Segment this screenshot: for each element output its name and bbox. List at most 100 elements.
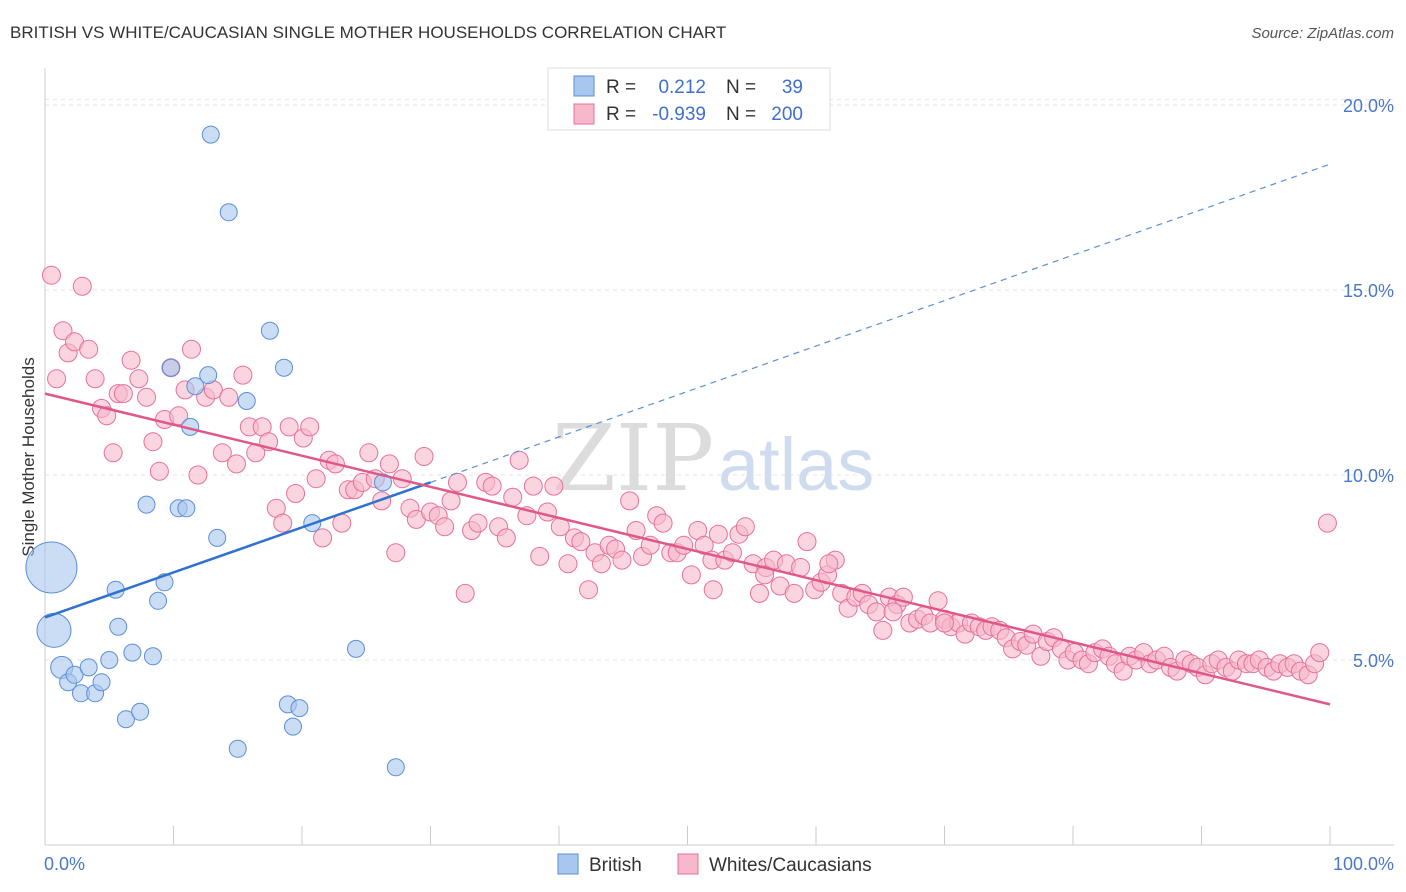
data-point bbox=[233, 365, 253, 385]
data-point bbox=[708, 524, 728, 544]
data-point bbox=[36, 612, 72, 648]
data-point bbox=[226, 454, 246, 474]
legend-n-value-british: 39 bbox=[782, 77, 803, 98]
data-point bbox=[137, 495, 156, 514]
data-point bbox=[313, 528, 333, 548]
data-point bbox=[722, 543, 742, 563]
data-point bbox=[386, 543, 406, 563]
trend-british-extrapolated bbox=[430, 163, 1331, 483]
data-point bbox=[359, 443, 379, 463]
data-point bbox=[149, 591, 168, 610]
data-point bbox=[79, 339, 99, 359]
data-point bbox=[866, 602, 886, 622]
data-point bbox=[681, 565, 701, 585]
y-tick-label: 5.0% bbox=[1353, 651, 1394, 671]
data-point bbox=[100, 651, 119, 669]
data-point bbox=[188, 465, 208, 485]
data-point bbox=[260, 321, 279, 340]
data-point bbox=[149, 461, 169, 481]
stats-legend: R = 0.212 N = 39 R = -0.939 N = 200 bbox=[547, 67, 831, 131]
data-point bbox=[373, 473, 392, 492]
data-point bbox=[116, 710, 135, 729]
data-point bbox=[53, 321, 73, 341]
data-point bbox=[620, 491, 640, 511]
data-point bbox=[177, 499, 196, 518]
data-point bbox=[131, 702, 150, 721]
data-point bbox=[121, 350, 141, 370]
data-point bbox=[275, 358, 294, 377]
data-point bbox=[103, 443, 123, 463]
legend-n-value-whites: 200 bbox=[771, 104, 803, 125]
data-point bbox=[703, 580, 723, 600]
data-point bbox=[109, 617, 128, 636]
data-point bbox=[137, 387, 157, 407]
y-tick-label: 15.0% bbox=[1343, 281, 1394, 301]
chart-source: Source: ZipAtlas.com bbox=[1251, 25, 1394, 42]
bottom-legend-swatch-whites bbox=[677, 853, 699, 875]
data-point bbox=[286, 484, 306, 503]
data-point bbox=[129, 369, 149, 389]
x-ticks bbox=[173, 826, 1331, 845]
data-point bbox=[530, 546, 550, 566]
data-point bbox=[181, 339, 201, 359]
data-point bbox=[509, 450, 529, 470]
data-point bbox=[113, 384, 133, 404]
data-point bbox=[41, 265, 61, 285]
bottom-legend-label-british: British bbox=[589, 855, 642, 876]
data-point bbox=[372, 491, 392, 511]
data-point bbox=[797, 532, 817, 552]
data-point bbox=[386, 758, 405, 777]
data-point bbox=[201, 125, 220, 144]
legend-r-label-whites: R = bbox=[606, 104, 636, 125]
bottom-legend-label-whites: Whites/Caucasians bbox=[709, 855, 872, 876]
data-point bbox=[284, 717, 303, 736]
trend-lines bbox=[44, 163, 1331, 706]
data-point bbox=[468, 513, 488, 533]
legend-r-value-whites: -0.939 bbox=[652, 104, 706, 125]
data-point bbox=[591, 554, 611, 574]
data-point bbox=[219, 387, 239, 407]
legend-swatch-whites bbox=[573, 103, 595, 125]
data-point bbox=[47, 369, 67, 389]
legend-r-value-british: 0.212 bbox=[658, 77, 706, 98]
data-point bbox=[571, 532, 591, 552]
series-british-points bbox=[25, 125, 405, 777]
data-point bbox=[306, 469, 326, 489]
y-tick-label: 10.0% bbox=[1343, 466, 1394, 486]
bottom-legend-swatch-british bbox=[557, 853, 579, 875]
chart-title: BRITISH VS WHITE/CAUCASIAN SINGLE MOTHER… bbox=[10, 23, 726, 42]
data-point bbox=[819, 554, 839, 574]
data-point bbox=[503, 487, 523, 507]
series-whites-points bbox=[41, 265, 1337, 685]
data-point bbox=[123, 643, 142, 662]
data-point bbox=[735, 517, 755, 537]
data-point bbox=[143, 432, 163, 452]
data-point bbox=[883, 602, 903, 622]
data-point bbox=[208, 528, 227, 547]
data-point bbox=[379, 454, 399, 474]
data-point bbox=[300, 417, 320, 437]
x-tick-label-min: 0.0% bbox=[44, 854, 85, 874]
data-point bbox=[290, 699, 309, 718]
data-point bbox=[346, 639, 365, 658]
stats-legend-box bbox=[547, 67, 831, 131]
trend-whites bbox=[44, 392, 1331, 706]
y-tick-label: 20.0% bbox=[1343, 96, 1394, 116]
data-point bbox=[414, 447, 434, 466]
data-point bbox=[482, 476, 502, 496]
data-point bbox=[873, 620, 893, 640]
legend-n-label-british: N = bbox=[726, 77, 756, 98]
data-point bbox=[1310, 643, 1330, 663]
data-point bbox=[935, 613, 954, 633]
data-point bbox=[79, 658, 98, 677]
data-point bbox=[25, 541, 78, 594]
x-tick-label-max: 100.0% bbox=[1333, 854, 1394, 874]
data-point bbox=[161, 358, 180, 377]
data-point bbox=[455, 583, 475, 603]
watermark: ZIP atlas bbox=[552, 405, 874, 512]
data-point bbox=[85, 369, 105, 389]
data-point bbox=[784, 583, 804, 603]
data-point bbox=[755, 565, 775, 585]
data-point bbox=[558, 554, 578, 574]
